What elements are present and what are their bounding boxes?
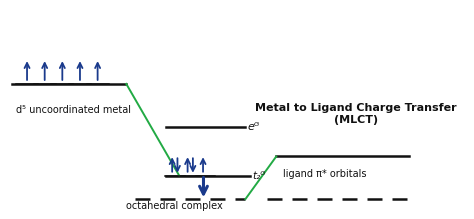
- Text: eᴳ: eᴳ: [247, 122, 260, 132]
- Text: octahedral complex: octahedral complex: [127, 201, 223, 210]
- Text: t₂ᴳ: t₂ᴳ: [252, 171, 265, 181]
- Text: d⁵ uncoordinated metal: d⁵ uncoordinated metal: [16, 105, 131, 115]
- Text: ligand π* orbitals: ligand π* orbitals: [283, 169, 366, 178]
- Text: Metal to Ligand Charge Transfer
(MLCT): Metal to Ligand Charge Transfer (MLCT): [255, 103, 456, 125]
